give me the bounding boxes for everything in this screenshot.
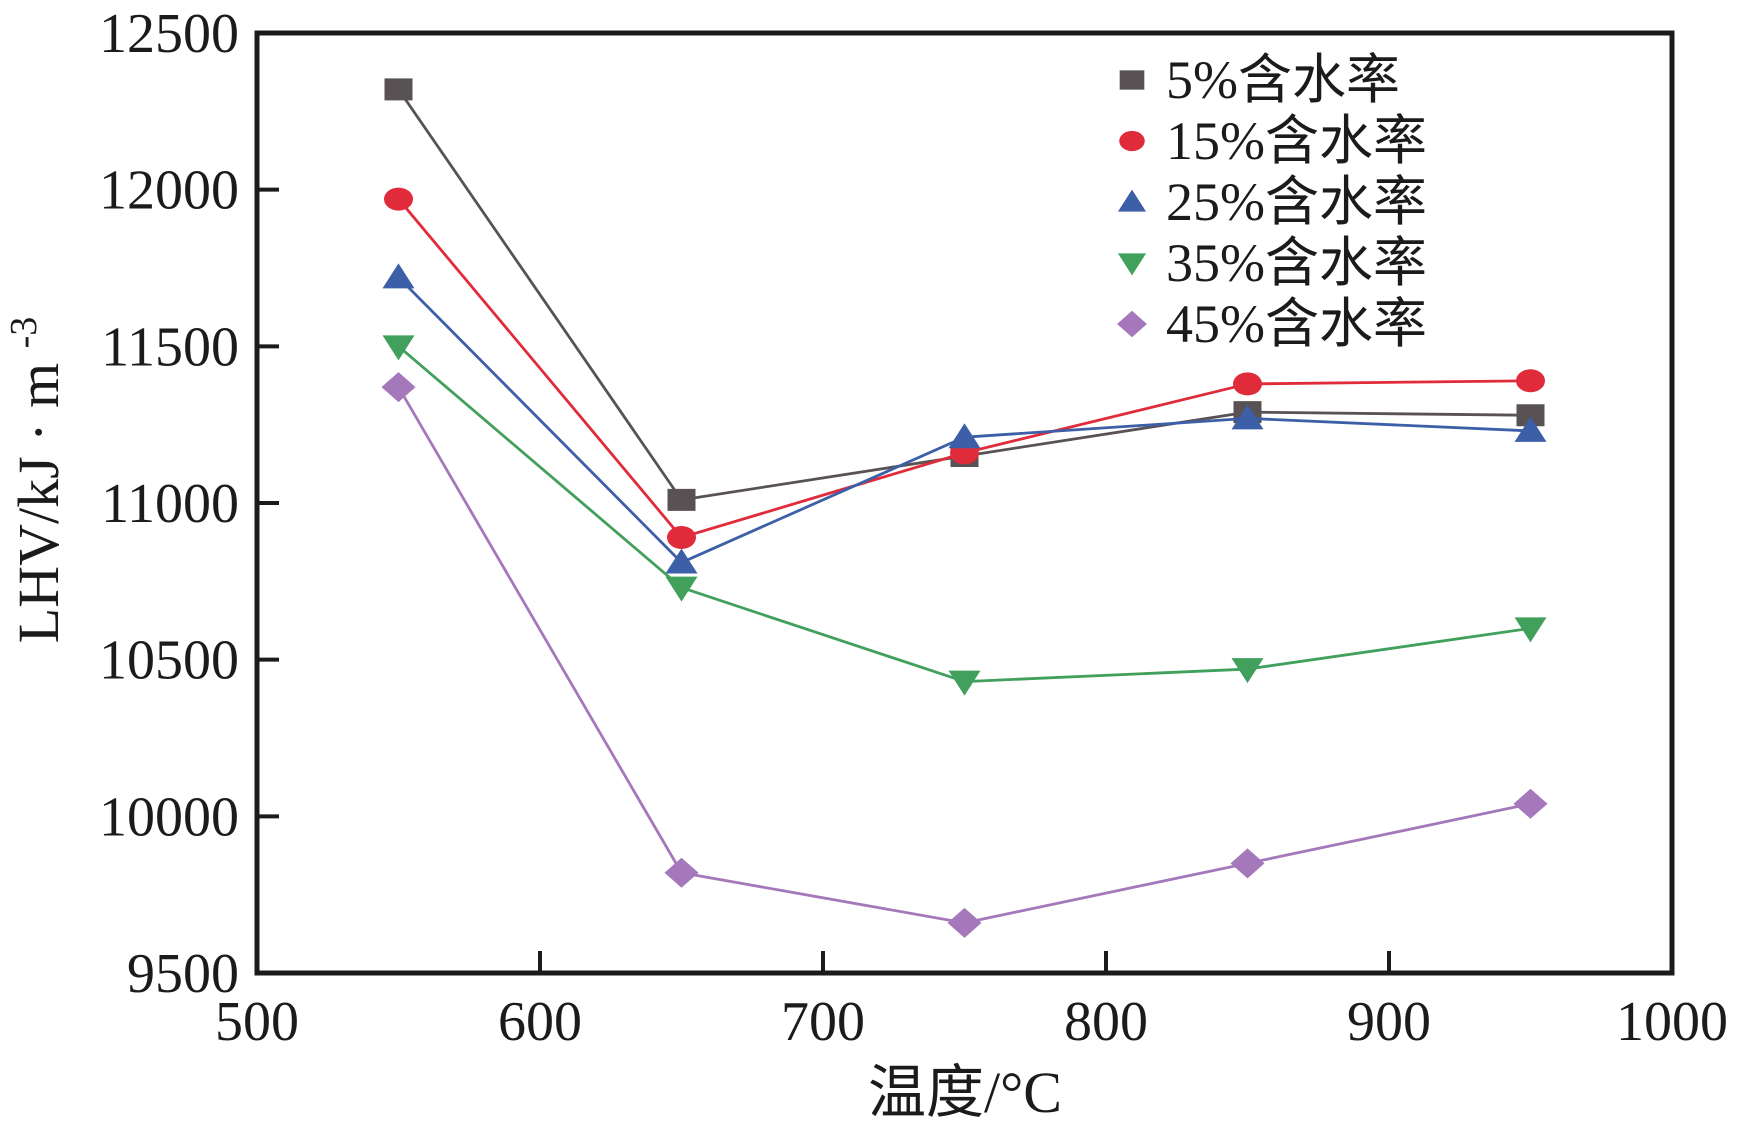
legend-marker	[1119, 70, 1145, 90]
x-tick-label: 800	[1064, 991, 1148, 1053]
legend-marker	[1117, 310, 1147, 338]
data-point	[948, 670, 981, 696]
series-4	[382, 335, 1547, 696]
x-tick-label: 1000	[1616, 991, 1728, 1053]
legend-item: 25%含水率	[1117, 172, 1427, 232]
legend-marker	[1117, 189, 1147, 212]
data-point	[947, 907, 982, 938]
y-tick-label: 11500	[101, 316, 239, 378]
y-tick-label: 12500	[99, 3, 239, 65]
series-layer	[381, 78, 1548, 938]
series-line	[397, 345, 1531, 683]
y-axis-title-superscript: -3	[3, 317, 45, 349]
legend-label: 25%含水率	[1166, 172, 1427, 232]
data-point	[665, 576, 698, 602]
x-axis-title: 温度/°C	[868, 1060, 1062, 1125]
x-tick-label: 700	[781, 991, 865, 1053]
x-tick-label: 600	[498, 991, 582, 1053]
data-point	[667, 488, 696, 511]
series-3	[382, 263, 1547, 574]
plot-frame	[254, 30, 1675, 976]
data-point	[1516, 404, 1545, 427]
legend-label: 15%含水率	[1166, 111, 1427, 171]
data-point	[948, 423, 981, 449]
y-tick-label: 9500	[127, 943, 239, 1005]
y-tick-label: 10000	[99, 786, 239, 848]
y-axis-title: LHV/kJ · m -3	[3, 317, 71, 643]
legend-label: 5%含水率	[1166, 50, 1400, 110]
data-point	[384, 78, 413, 101]
data-point	[382, 263, 415, 289]
data-point	[1514, 617, 1547, 643]
y-tick-label: 12000	[99, 160, 239, 222]
legend-marker	[1119, 130, 1145, 152]
data-point	[665, 548, 698, 574]
legend-item: 45%含水率	[1117, 294, 1427, 354]
legend-item: 35%含水率	[1117, 233, 1427, 293]
data-point	[381, 372, 416, 403]
series-line	[397, 386, 1531, 925]
data-point	[1516, 369, 1545, 393]
x-tick-label: 500	[215, 991, 299, 1053]
legend-label: 35%含水率	[1166, 233, 1427, 293]
data-point	[1233, 372, 1262, 396]
data-point	[664, 857, 699, 888]
legend-item: 5%含水率	[1119, 50, 1400, 110]
data-point	[1513, 788, 1548, 819]
legend-marker	[1117, 253, 1147, 276]
y-axis-title-base: LHV/kJ · m	[6, 363, 71, 643]
data-point	[384, 187, 413, 211]
data-point	[1230, 848, 1265, 879]
series-5	[381, 372, 1548, 938]
y-tick-label: 11000	[101, 473, 239, 535]
data-point	[382, 335, 415, 361]
data-point	[667, 525, 696, 549]
y-tick-label: 10500	[99, 630, 239, 692]
data-point	[1231, 658, 1264, 684]
data-point	[1514, 416, 1547, 442]
axes-layer: 500 600 700 800 900 1000 9500 10000 10500 11000 11…	[99, 3, 1728, 1053]
legend-item: 15%含水率	[1119, 111, 1427, 171]
x-tick-label: 900	[1347, 991, 1431, 1053]
data-point	[1231, 404, 1264, 430]
legend-label: 45%含水率	[1166, 294, 1427, 354]
